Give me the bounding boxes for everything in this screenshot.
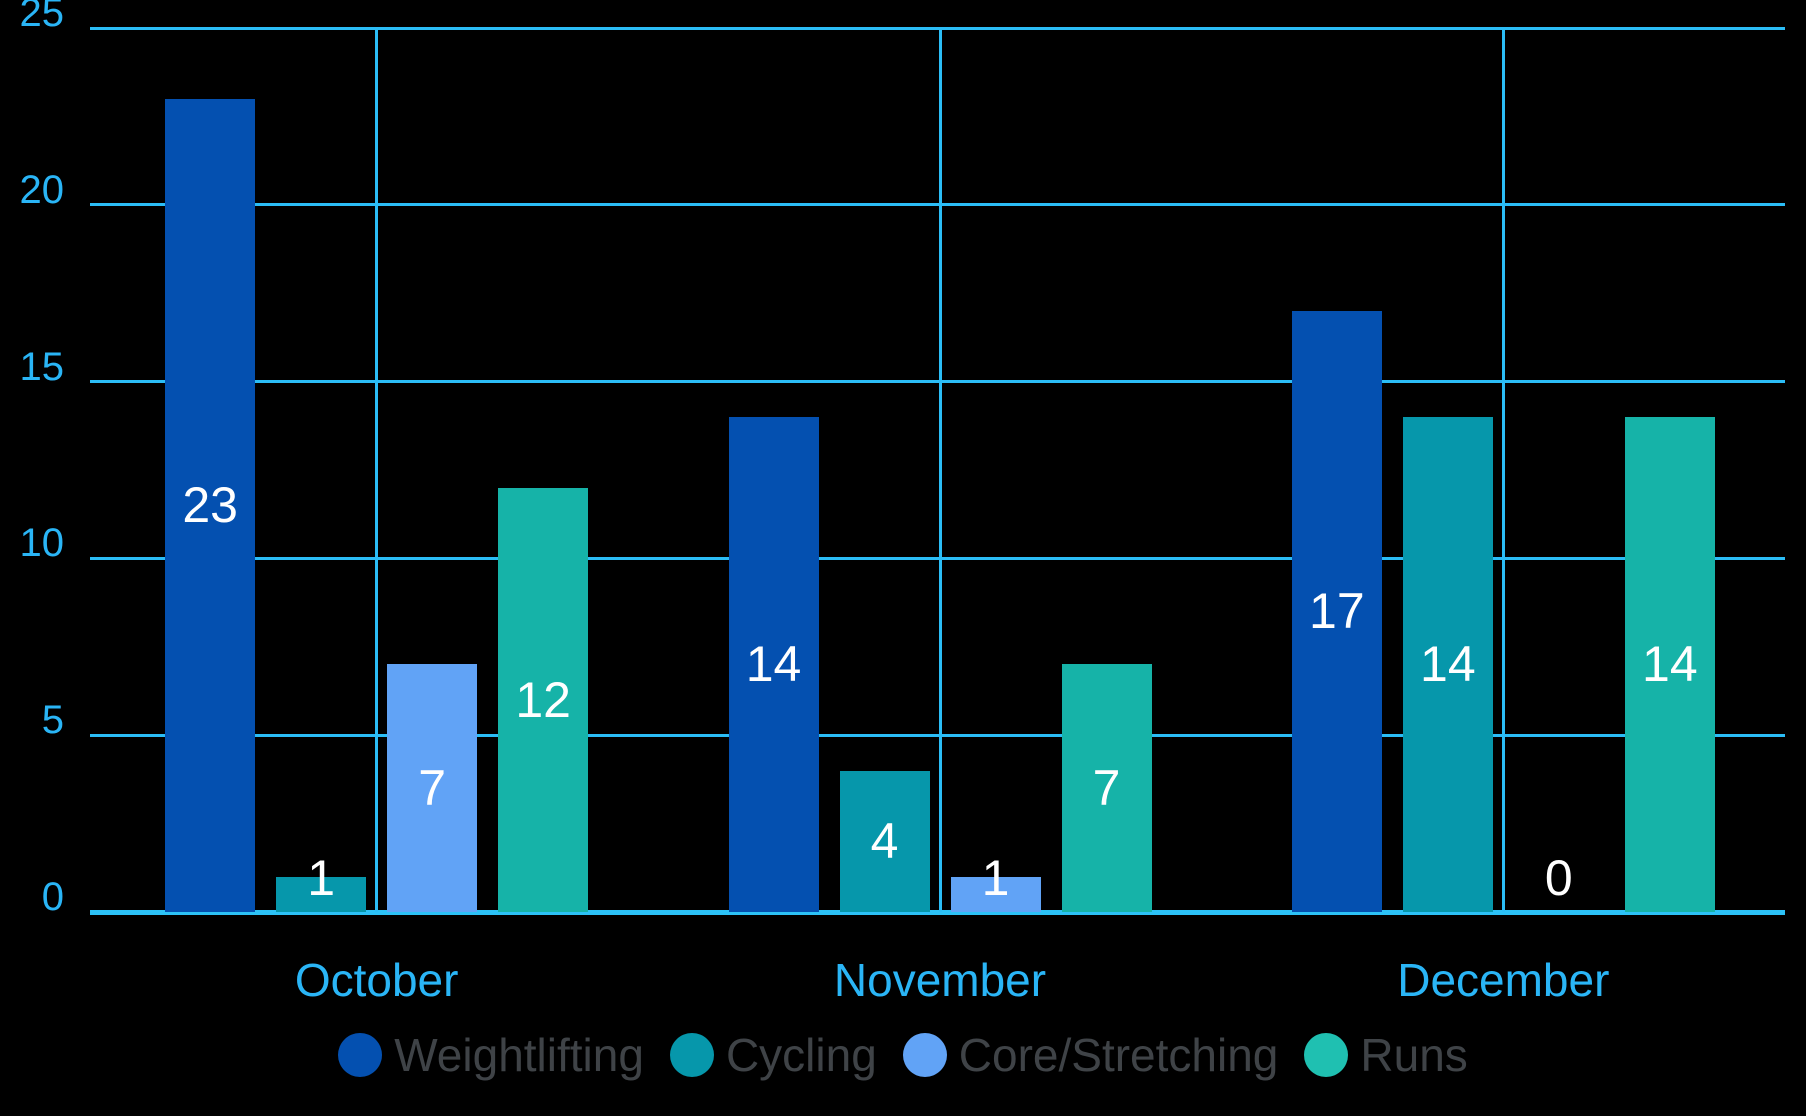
legend-item-weightlifting: Weightlifting [338,1028,644,1082]
bar-october-weightlifting [165,98,256,912]
legend-swatch-icon [669,1033,714,1077]
bar-october-runs [498,487,589,912]
bar-value-label: 17 [1309,583,1365,640]
h-gridline-25 [90,26,1785,30]
bar-october-core-stretching [387,664,478,912]
y-tick-label-20: 20 [19,167,65,212]
legend-label: Core/Stretching [958,1029,1279,1081]
legend-swatch-icon [338,1033,383,1077]
bar-value-label: 23 [182,477,238,534]
h-gridline-20 [90,203,1785,207]
bar-value-label: 4 [870,813,899,870]
bar-value-label: 0 [1544,850,1573,906]
h-gridline-10 [90,556,1785,560]
y-tick-label-10: 10 [19,521,65,566]
bar-value-label: 14 [1420,636,1476,693]
bar-november-cycling [839,770,930,912]
legend-label: Cycling [725,1029,877,1081]
x-axis-baseline [90,910,1785,915]
chart-legend: Weightlifting Cycling Core/Stretching Runs [0,1022,1806,1088]
y-tick-label-0: 0 [41,875,64,919]
x-axis-label-december: December [1397,954,1610,1006]
h-gridline-15 [90,380,1785,384]
v-gridline-november [938,28,942,912]
y-tick-label-25: 25 [19,0,65,35]
legend-item-cycling: Cycling [669,1028,877,1082]
bar-value-label: 1 [981,850,1010,906]
bar-december-runs [1624,416,1715,912]
bar-value-label: 1 [307,850,336,906]
h-gridline-5 [90,733,1785,737]
v-gridline-december [1501,28,1505,912]
legend-swatch-icon [1304,1033,1349,1077]
bar-december-weightlifting [1291,310,1382,912]
legend-item-core-stretching: Core/Stretching [902,1028,1279,1082]
bar-november-weightlifting [728,416,819,912]
bar-value-label: 7 [418,760,447,817]
legend-swatch-icon [902,1033,947,1077]
bar-december-cycling [1402,416,1493,912]
bar-value-label: 14 [1642,636,1698,693]
y-tick-label-15: 15 [19,344,65,389]
legend-label: Runs [1360,1029,1468,1081]
bar-value-label: 7 [1092,760,1121,817]
v-gridline-october [375,28,379,912]
bar-november-runs [1061,664,1152,912]
x-axis-label-october: October [294,954,459,1006]
bar-october-cycling [276,876,367,912]
bar-value-label: 12 [515,671,571,728]
legend-label: Weightlifting [394,1029,644,1081]
bar-value-label: 14 [745,636,802,693]
legend-item-runs: Runs [1304,1028,1468,1082]
y-tick-label-5: 5 [41,698,64,743]
x-axis-label-november: November [833,954,1047,1006]
bar-november-core-stretching [950,876,1041,912]
